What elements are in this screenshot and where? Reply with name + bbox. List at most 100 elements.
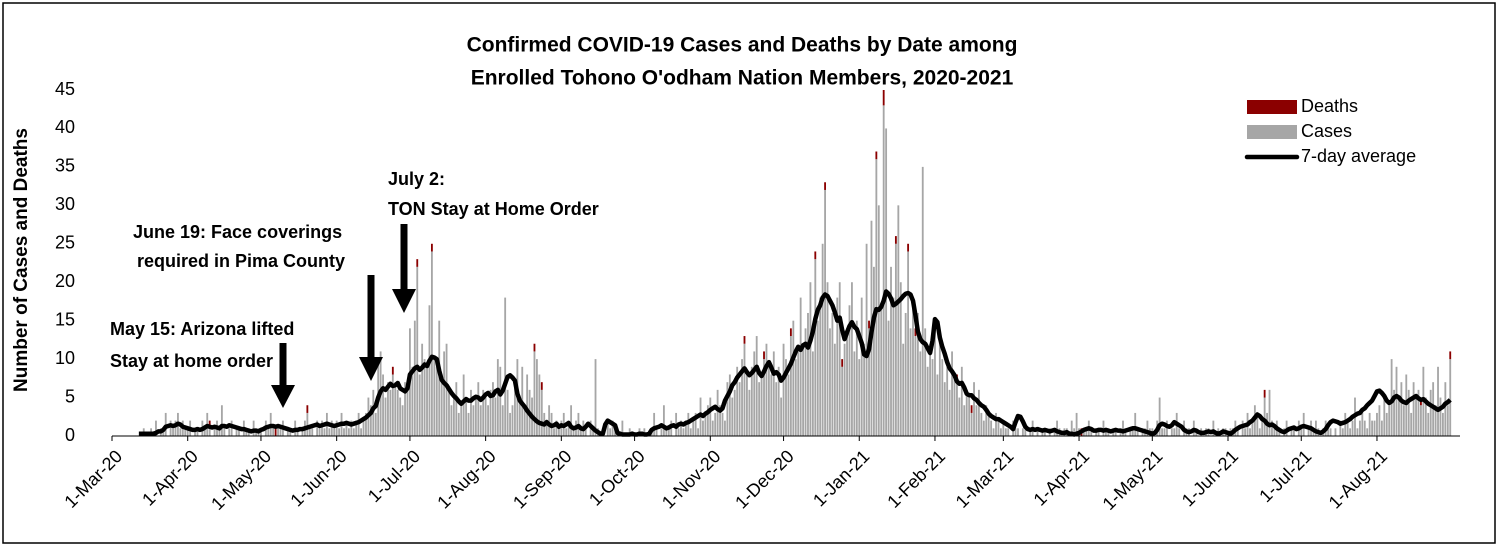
annotation: June 19: Face coverings [133, 222, 342, 242]
bar [501, 405, 504, 436]
bar [894, 243, 897, 436]
bar [609, 428, 612, 436]
bar [1315, 420, 1317, 436]
bar [540, 389, 543, 436]
bar [277, 428, 279, 436]
bar [868, 328, 870, 436]
bar [1263, 389, 1266, 398]
bar [477, 382, 480, 436]
bar [1415, 397, 1417, 436]
legend-swatch [1247, 100, 1297, 114]
bar [401, 405, 404, 436]
legend-label: Deaths [1301, 96, 1358, 116]
bar [1405, 374, 1408, 436]
bar [1258, 428, 1261, 436]
bar [831, 312, 834, 436]
y-tick-label: 45 [55, 79, 75, 99]
bar [435, 366, 438, 436]
bar [1371, 420, 1374, 436]
bar [836, 297, 839, 436]
bar [179, 428, 182, 436]
bar [347, 428, 350, 436]
bar [489, 389, 492, 436]
bar [924, 328, 927, 436]
bar [1412, 382, 1415, 436]
bar [169, 420, 172, 436]
bar [391, 366, 394, 375]
y-tick-label: 20 [55, 271, 75, 291]
bar [780, 397, 783, 436]
bar [184, 428, 187, 436]
bar [238, 428, 240, 436]
bar [1173, 428, 1176, 436]
bar [826, 282, 829, 436]
bar [538, 374, 541, 436]
bar [1400, 382, 1403, 436]
bar [567, 420, 570, 436]
bar [1263, 397, 1266, 436]
bar [892, 297, 895, 436]
bar [692, 420, 695, 436]
bar [457, 412, 460, 436]
legend-swatch [1247, 125, 1297, 139]
bar [848, 305, 851, 436]
bar [592, 428, 594, 436]
bar [594, 359, 597, 436]
bar [758, 382, 761, 436]
bar [1024, 428, 1027, 436]
bar [909, 328, 912, 436]
bar [809, 282, 812, 436]
bar [523, 405, 526, 436]
bar [208, 428, 211, 436]
bar [494, 397, 497, 436]
bar [1007, 428, 1010, 436]
bar [970, 412, 973, 436]
bar [787, 374, 790, 436]
bar [1351, 420, 1354, 436]
bar [1244, 428, 1247, 436]
bar [753, 351, 756, 436]
bar [286, 428, 289, 436]
bar [1427, 412, 1430, 436]
bar [267, 428, 270, 436]
bar [1129, 428, 1132, 436]
y-tick-label: 35 [55, 156, 75, 176]
bar [506, 389, 509, 436]
bar [1437, 366, 1439, 436]
bar [973, 382, 975, 436]
bar [789, 328, 792, 337]
bar [186, 428, 189, 436]
bar [929, 343, 931, 436]
bar [736, 366, 739, 436]
bar [389, 389, 392, 436]
bar [1434, 405, 1437, 436]
bar [557, 428, 560, 436]
bar [445, 343, 448, 436]
bar [584, 428, 587, 436]
bar [926, 366, 929, 436]
annotation-arrow-head [392, 289, 416, 313]
bar [399, 397, 402, 436]
bar [1178, 428, 1181, 436]
bar [533, 351, 536, 436]
bar [980, 412, 983, 436]
bar [829, 328, 831, 436]
bar [797, 351, 800, 436]
bar [220, 405, 223, 436]
bar [777, 366, 780, 436]
bar [311, 428, 314, 436]
bar [194, 428, 196, 436]
bar [572, 428, 575, 436]
bar [1134, 412, 1137, 436]
bar [484, 397, 487, 436]
bar [1307, 428, 1310, 436]
bar [455, 382, 458, 436]
bar [394, 382, 397, 436]
bar [387, 382, 389, 436]
bar [802, 343, 805, 436]
bar [726, 382, 729, 436]
bar [1017, 428, 1019, 436]
bar [865, 243, 868, 436]
bar [936, 374, 939, 436]
bar [772, 351, 775, 436]
